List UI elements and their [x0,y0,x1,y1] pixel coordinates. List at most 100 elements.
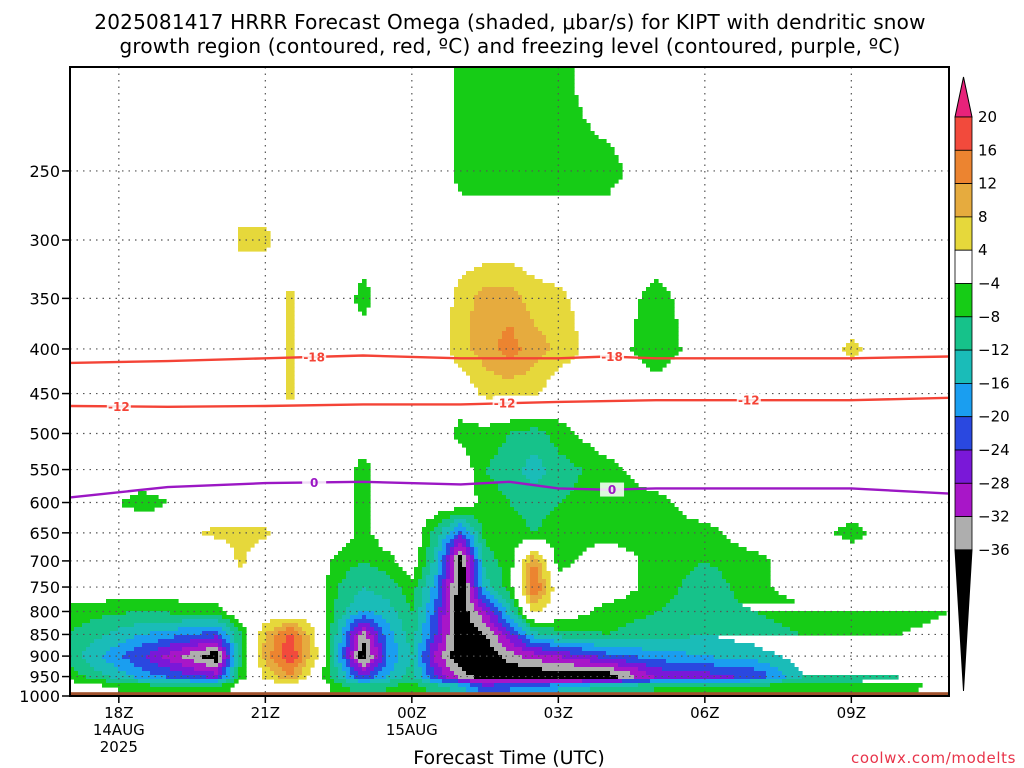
omega-cell [126,639,159,644]
omega-cell [462,555,467,560]
omega-cell [118,687,231,692]
omega-cell [538,567,543,572]
omega-cell [470,683,483,688]
omega-cell [442,527,455,532]
omega-cell [262,655,271,660]
omega-cell [454,571,459,576]
omega-cell [242,631,247,636]
omega-cell [522,571,527,576]
omega-cell [470,315,531,320]
omega-cell [354,655,359,660]
omega-cell [366,631,371,636]
colorbar-label: −24 [978,441,1010,459]
omega-cell [450,339,471,344]
colorbar-cell [954,116,973,151]
omega-cell [454,643,491,648]
omega-cell [358,591,375,596]
omega-cell [482,535,727,540]
omega-cell [390,603,411,608]
omega-cell [554,443,591,448]
omega-cell [498,615,503,620]
omega-cell [182,647,207,652]
omega-cell [370,659,375,664]
omega-cell [734,675,767,680]
omega-cell [490,423,567,428]
omega-cell [482,547,491,552]
omega-cell [662,607,751,612]
omega-cell [422,675,431,680]
omega-cell [438,611,447,616]
x-tick-label: 14AUG [93,721,145,739]
omega-cell [538,455,567,460]
x-axis-label: Forecast Time (UTC) [413,747,604,768]
omega-cell [430,539,439,544]
omega-cell [134,623,227,628]
omega-cell [634,343,679,348]
omega-cell [422,635,431,640]
plot-frame [69,66,950,697]
omega-cell [454,75,575,80]
omega-cell [458,583,467,588]
omega-cell [474,571,479,576]
omega-cell [234,635,243,640]
omega-cell [262,675,279,680]
colorbar-label: −8 [978,308,1000,326]
omega-cell [498,619,507,624]
omega-cell [522,515,547,520]
omega-cell [434,639,443,644]
omega-cell [418,611,427,616]
omega-cell [262,627,275,632]
omega-cell [674,595,735,600]
omega-cell [422,631,431,636]
omega-cell [286,363,295,368]
omega-cell [294,635,303,640]
omega-cell [470,523,483,528]
omega-cell [418,659,423,664]
omega-cell [426,611,435,616]
omega-cell [634,319,679,324]
omega-cell [450,571,455,576]
omega-cell [542,563,547,568]
omega-cell [634,619,775,624]
omega-cell [302,667,311,672]
omega-cell [334,611,347,616]
omega-cell [450,627,455,632]
omega-cell [450,667,463,672]
omega-cell [350,623,359,628]
omega-cell [302,671,311,676]
omega-cell [470,323,535,328]
omega-cell [770,663,795,668]
omega-cell [82,651,107,656]
omega-cell [238,627,247,632]
omega-cell [478,595,487,600]
omega-cell [502,575,511,580]
contour-label: 0 [310,476,318,490]
omega-cell [766,615,939,620]
omega-cell [466,567,471,572]
omega-cell [358,679,371,684]
omega-cell [222,663,227,668]
omega-cell [634,339,679,344]
omega-cell [582,679,623,684]
omega-cell [238,227,267,232]
omega-cell [478,291,519,296]
omega-cell [498,591,511,596]
omega-cell [118,643,143,648]
omega-cell [450,595,455,600]
omega-cell [434,667,443,672]
colorbar-label: −28 [978,474,1010,492]
omega-cell [170,643,199,648]
omega-cell [330,667,339,672]
omega-cell [302,635,311,640]
omega-cell [502,655,523,660]
omega-cell [850,539,855,544]
omega-cell [414,639,423,644]
omega-cell [330,663,335,668]
contour-label-bg [106,399,131,414]
omega-cell [542,519,699,524]
omega-cell [310,651,319,656]
colorbar-label: −16 [978,374,1010,392]
omega-cell [418,647,427,652]
omega-cell [838,527,863,532]
omega-cell [426,547,435,552]
